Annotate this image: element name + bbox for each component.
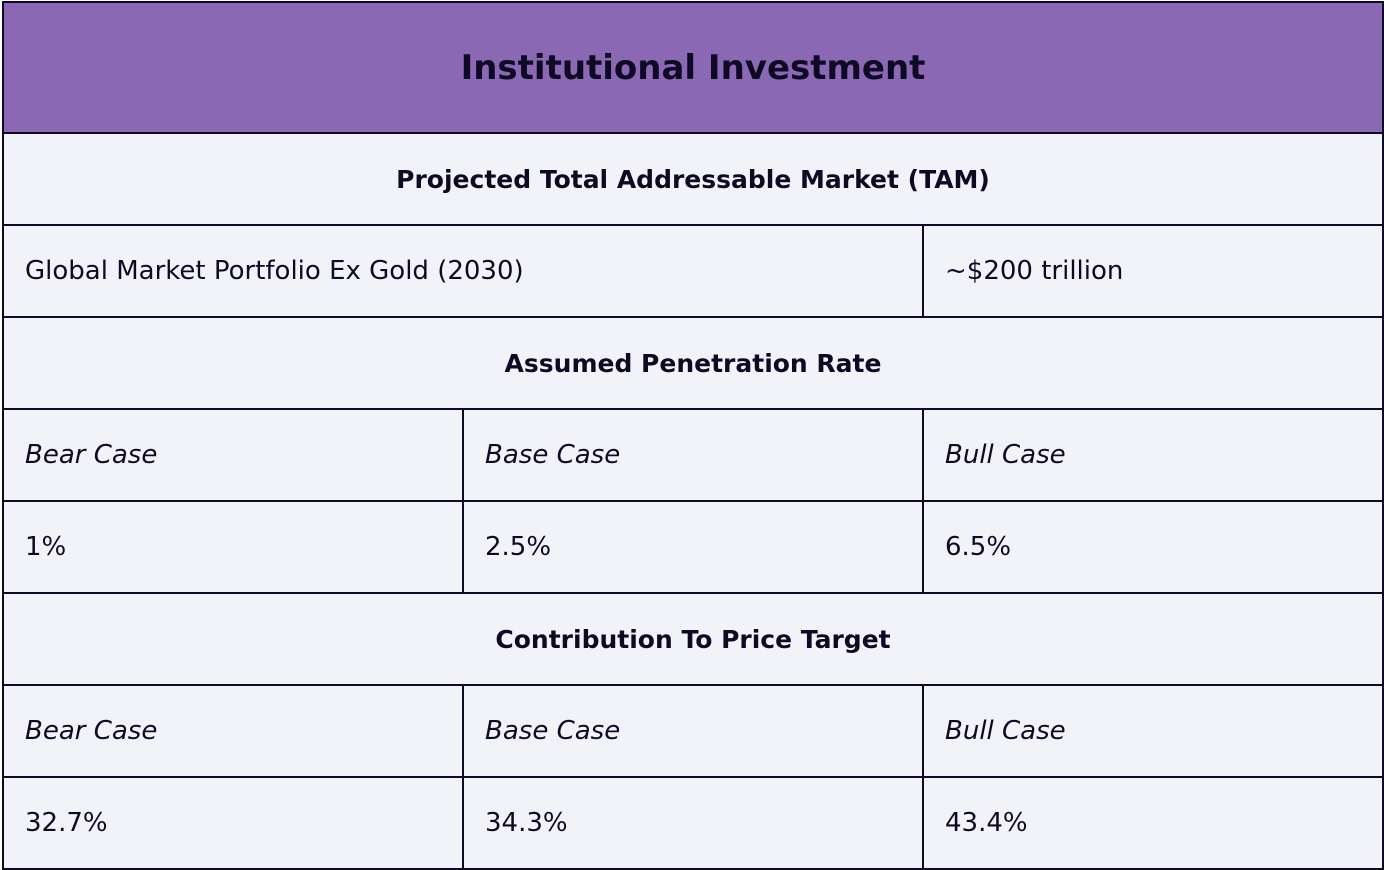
tam-value: ~$200 trillion	[921, 224, 1384, 318]
penetration-bear-value: 1%	[2, 500, 464, 594]
contribution-bear-case-label: Bear Case	[2, 684, 464, 778]
contribution-base-case-label: Base Case	[462, 684, 924, 778]
tam-label: Global Market Portfolio Ex Gold (2030)	[2, 224, 924, 318]
penetration-base-case-label: Base Case	[462, 408, 924, 502]
penetration-bull-case-label: Bull Case	[921, 408, 1384, 502]
penetration-base-value: 2.5%	[462, 500, 924, 594]
table-title: Institutional Investment	[1, 1, 1384, 134]
contribution-base-value: 34.3%	[462, 776, 924, 870]
contribution-bull-case-label: Bull Case	[921, 684, 1384, 778]
contribution-bear-value: 32.7%	[2, 776, 464, 870]
contribution-bull-value: 43.4%	[921, 776, 1384, 870]
tam-heading: Projected Total Addressable Market (TAM)	[1, 132, 1384, 226]
penetration-heading: Assumed Penetration Rate	[1, 316, 1384, 410]
penetration-bear-case-label: Bear Case	[2, 408, 464, 502]
penetration-bull-value: 6.5%	[921, 500, 1384, 594]
contribution-heading: Contribution To Price Target	[1, 592, 1384, 686]
